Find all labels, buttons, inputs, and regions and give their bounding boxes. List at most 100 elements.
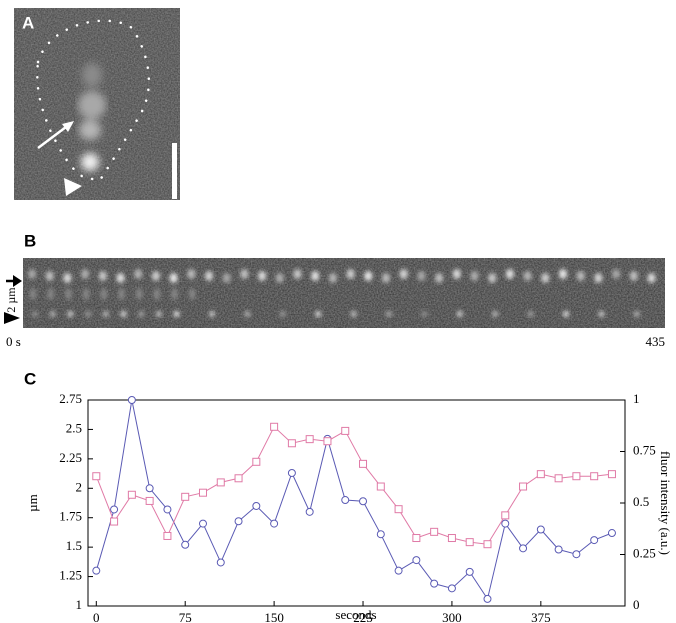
point <box>287 468 296 477</box>
spot <box>311 271 320 281</box>
point <box>270 519 279 528</box>
point <box>607 470 616 479</box>
point <box>483 594 492 603</box>
point <box>305 507 314 516</box>
spot <box>63 273 72 283</box>
spot <box>523 271 532 281</box>
spot <box>189 288 196 300</box>
spot <box>85 311 92 317</box>
y2-tick-label: 0.25 <box>633 545 656 560</box>
arrowhead-marker <box>64 178 82 196</box>
point <box>376 530 385 539</box>
spot <box>187 269 196 279</box>
arrow <box>37 123 71 149</box>
scale-bar <box>172 143 177 199</box>
point <box>430 579 439 588</box>
spot <box>209 311 215 317</box>
spot <box>527 311 534 317</box>
spot <box>563 311 569 317</box>
point <box>501 519 510 528</box>
spot <box>293 269 302 279</box>
panel-a: A <box>14 8 180 200</box>
point <box>305 435 314 444</box>
point <box>554 474 563 483</box>
signal <box>78 63 106 171</box>
x-axis-label: seconds <box>335 607 376 622</box>
spot <box>173 311 180 317</box>
x-tick-label: 225 <box>353 610 373 623</box>
spot <box>153 288 160 300</box>
spot <box>647 273 656 283</box>
spot <box>350 311 357 317</box>
point <box>359 459 368 468</box>
point <box>447 534 456 543</box>
panel-label: B <box>24 231 36 250</box>
spot <box>417 271 426 281</box>
spot <box>116 273 125 283</box>
spot <box>120 311 127 317</box>
point <box>216 478 225 487</box>
time-end: 435 <box>646 334 666 349</box>
y-tick-label: 2.75 <box>59 391 82 406</box>
series-line <box>95 399 613 601</box>
y-tick-label: 1 <box>76 597 83 612</box>
panel-label: C <box>24 369 36 388</box>
point <box>519 482 528 491</box>
point <box>483 540 492 549</box>
spot <box>118 288 125 300</box>
spot <box>258 271 267 281</box>
point <box>590 536 599 545</box>
y-tick-label: 1.5 <box>66 538 82 553</box>
panel-label: A <box>22 13 34 32</box>
spot <box>171 288 178 300</box>
spot <box>244 311 251 317</box>
point <box>287 439 296 448</box>
x-tick-label: 150 <box>264 610 284 623</box>
y-tick-label: 2 <box>76 479 83 494</box>
point <box>145 496 154 505</box>
spot <box>633 311 640 317</box>
point <box>252 457 261 466</box>
spot <box>421 311 428 317</box>
spot <box>315 311 322 317</box>
point <box>590 472 599 481</box>
spot <box>470 271 479 281</box>
spot <box>456 311 463 317</box>
point <box>536 525 545 534</box>
spot <box>559 269 567 279</box>
point <box>181 540 190 549</box>
y-tick-label: 2.25 <box>59 450 82 465</box>
x-tick-label: 0 <box>93 610 100 623</box>
y2-axis-label: fluor intensity (a.u.) <box>658 451 673 555</box>
point <box>181 492 190 501</box>
y-tick-label: 1.25 <box>59 568 82 583</box>
spot <box>100 288 107 300</box>
spot <box>435 273 444 283</box>
x-tick-label: 375 <box>531 610 551 623</box>
spot <box>488 273 497 283</box>
point <box>394 566 403 575</box>
spot <box>240 269 249 279</box>
point <box>127 490 136 499</box>
point <box>376 482 385 491</box>
point <box>430 527 439 536</box>
spot <box>49 311 56 317</box>
x-tick-label: 75 <box>179 610 192 623</box>
spot <box>30 288 36 300</box>
spot <box>136 288 143 300</box>
spot <box>576 271 585 281</box>
panel-b: B 2 µm 0 s 435 <box>4 231 665 349</box>
series-line <box>95 425 613 545</box>
spot <box>155 311 162 317</box>
point <box>145 484 154 493</box>
kymograph-signal <box>28 269 656 317</box>
point <box>234 517 243 526</box>
y-tick-label: 1.75 <box>59 509 82 524</box>
point <box>198 488 207 497</box>
point <box>412 534 421 543</box>
point <box>252 501 261 510</box>
spot <box>67 311 74 317</box>
y2-tick-label: 0 <box>633 597 640 612</box>
spot <box>134 269 143 279</box>
spot <box>364 271 373 281</box>
